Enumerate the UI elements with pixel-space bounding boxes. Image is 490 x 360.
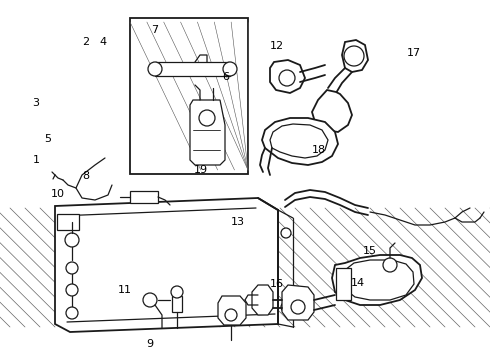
Circle shape: [279, 70, 295, 86]
Text: 10: 10: [51, 189, 65, 199]
Text: 11: 11: [118, 285, 132, 295]
Text: 2: 2: [82, 37, 89, 48]
Circle shape: [66, 262, 78, 274]
Polygon shape: [270, 60, 305, 93]
Circle shape: [281, 228, 291, 238]
Text: 8: 8: [82, 171, 89, 181]
Text: 1: 1: [33, 155, 40, 165]
Polygon shape: [262, 118, 338, 165]
Text: 17: 17: [407, 48, 421, 58]
Text: 3: 3: [32, 98, 39, 108]
Text: 16: 16: [270, 279, 284, 289]
Text: 12: 12: [270, 41, 284, 51]
Text: 15: 15: [363, 246, 377, 256]
Circle shape: [66, 307, 78, 319]
Circle shape: [171, 286, 183, 298]
Circle shape: [199, 110, 215, 126]
Text: 18: 18: [312, 145, 325, 156]
Polygon shape: [332, 255, 422, 305]
Bar: [336, 268, 351, 300]
Circle shape: [344, 46, 364, 66]
Polygon shape: [218, 296, 246, 325]
Circle shape: [225, 309, 237, 321]
Text: 9: 9: [146, 339, 153, 349]
Bar: [57, 214, 79, 230]
Circle shape: [65, 233, 79, 247]
Text: 7: 7: [151, 24, 158, 35]
Text: 6: 6: [222, 72, 229, 82]
Circle shape: [291, 300, 305, 314]
Text: 19: 19: [194, 165, 208, 175]
Circle shape: [143, 293, 157, 307]
Bar: [130, 191, 158, 203]
Circle shape: [383, 258, 397, 272]
Text: 4: 4: [99, 37, 106, 48]
Polygon shape: [343, 260, 414, 300]
Bar: [130, 18, 248, 174]
Polygon shape: [342, 40, 368, 72]
Polygon shape: [55, 198, 278, 332]
Polygon shape: [190, 100, 225, 165]
Text: 14: 14: [351, 278, 365, 288]
Circle shape: [66, 284, 78, 296]
Text: 13: 13: [231, 217, 245, 228]
Circle shape: [148, 62, 162, 76]
Bar: [155, 62, 230, 76]
Polygon shape: [312, 90, 352, 132]
Polygon shape: [252, 285, 273, 315]
Bar: [172, 296, 182, 312]
Circle shape: [223, 62, 237, 76]
Polygon shape: [270, 124, 328, 158]
Circle shape: [281, 302, 291, 312]
Text: 5: 5: [44, 134, 51, 144]
Polygon shape: [282, 285, 314, 320]
